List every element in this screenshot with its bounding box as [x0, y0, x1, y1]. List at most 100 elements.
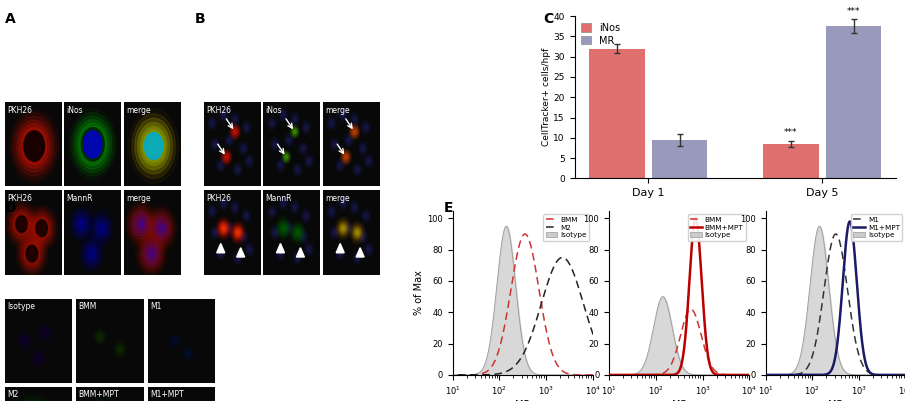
Polygon shape [16, 230, 48, 277]
Polygon shape [94, 330, 105, 343]
Polygon shape [338, 162, 342, 168]
Polygon shape [342, 227, 344, 230]
Polygon shape [291, 201, 299, 213]
Polygon shape [271, 210, 273, 213]
Polygon shape [291, 126, 299, 137]
Legend: M1, M1+MPT, Isotype: M1, M1+MPT, Isotype [851, 214, 902, 241]
Polygon shape [133, 212, 149, 236]
Polygon shape [293, 252, 301, 264]
Polygon shape [183, 347, 194, 360]
Polygon shape [361, 208, 371, 223]
Polygon shape [224, 153, 229, 161]
Polygon shape [233, 226, 243, 239]
Polygon shape [229, 124, 241, 140]
Polygon shape [20, 221, 24, 227]
Polygon shape [151, 142, 157, 150]
Polygon shape [329, 209, 334, 215]
Polygon shape [223, 227, 224, 230]
Polygon shape [335, 246, 346, 261]
Polygon shape [338, 251, 342, 257]
Polygon shape [355, 229, 359, 236]
Polygon shape [79, 123, 107, 166]
Polygon shape [367, 158, 371, 164]
Polygon shape [345, 222, 353, 235]
Text: C: C [543, 12, 553, 26]
Polygon shape [357, 248, 364, 257]
Polygon shape [346, 136, 352, 145]
Polygon shape [14, 213, 30, 236]
Polygon shape [222, 150, 231, 164]
Polygon shape [341, 200, 345, 206]
Polygon shape [280, 197, 288, 209]
Polygon shape [141, 239, 161, 268]
Polygon shape [248, 248, 251, 251]
Polygon shape [18, 233, 46, 274]
Polygon shape [42, 328, 49, 336]
Polygon shape [228, 227, 230, 230]
Polygon shape [327, 116, 337, 131]
Polygon shape [291, 115, 298, 124]
Polygon shape [290, 221, 306, 244]
Polygon shape [227, 137, 232, 143]
Polygon shape [231, 223, 244, 243]
Polygon shape [304, 154, 314, 169]
Polygon shape [155, 219, 167, 237]
X-axis label: MR: MR [672, 400, 687, 401]
Legend: BMM, M2, Isotype: BMM, M2, Isotype [543, 214, 589, 241]
Polygon shape [100, 225, 103, 231]
Polygon shape [157, 223, 165, 234]
Legend: iNos, MR: iNos, MR [579, 21, 622, 48]
Polygon shape [359, 231, 367, 243]
Polygon shape [292, 225, 303, 241]
Polygon shape [240, 142, 248, 155]
Polygon shape [305, 126, 307, 129]
Text: ***: *** [847, 7, 861, 16]
Polygon shape [242, 120, 252, 135]
Polygon shape [296, 255, 300, 261]
Polygon shape [292, 162, 302, 177]
Polygon shape [333, 143, 336, 146]
Polygon shape [208, 117, 216, 130]
Polygon shape [301, 120, 311, 135]
Polygon shape [282, 152, 290, 162]
Polygon shape [272, 140, 278, 149]
Polygon shape [17, 331, 33, 351]
Polygon shape [327, 204, 337, 219]
Polygon shape [357, 229, 368, 244]
Polygon shape [19, 124, 49, 168]
Polygon shape [234, 165, 241, 174]
Polygon shape [366, 157, 372, 166]
Polygon shape [357, 256, 358, 259]
Polygon shape [234, 130, 236, 133]
Polygon shape [348, 227, 349, 230]
Polygon shape [349, 125, 359, 139]
Polygon shape [330, 227, 338, 239]
Polygon shape [302, 122, 310, 134]
Polygon shape [151, 214, 171, 243]
Polygon shape [144, 132, 163, 160]
Polygon shape [294, 165, 300, 174]
Polygon shape [294, 253, 300, 262]
Legend: BMM, BMM+MPT, Isotype: BMM, BMM+MPT, Isotype [688, 214, 746, 241]
Polygon shape [226, 224, 233, 233]
Polygon shape [244, 124, 249, 131]
Polygon shape [301, 208, 311, 223]
Polygon shape [332, 141, 337, 148]
Polygon shape [211, 122, 214, 125]
Polygon shape [97, 333, 102, 340]
Polygon shape [242, 234, 245, 240]
Polygon shape [135, 215, 148, 233]
Polygon shape [96, 332, 104, 342]
Polygon shape [271, 138, 279, 150]
Polygon shape [16, 120, 52, 172]
Polygon shape [149, 251, 153, 257]
Polygon shape [353, 129, 357, 134]
Polygon shape [272, 141, 277, 148]
Polygon shape [241, 144, 247, 153]
Polygon shape [222, 225, 226, 232]
Polygon shape [211, 227, 219, 239]
Polygon shape [218, 107, 229, 122]
Polygon shape [215, 246, 226, 261]
Polygon shape [39, 324, 52, 340]
Polygon shape [308, 160, 310, 163]
